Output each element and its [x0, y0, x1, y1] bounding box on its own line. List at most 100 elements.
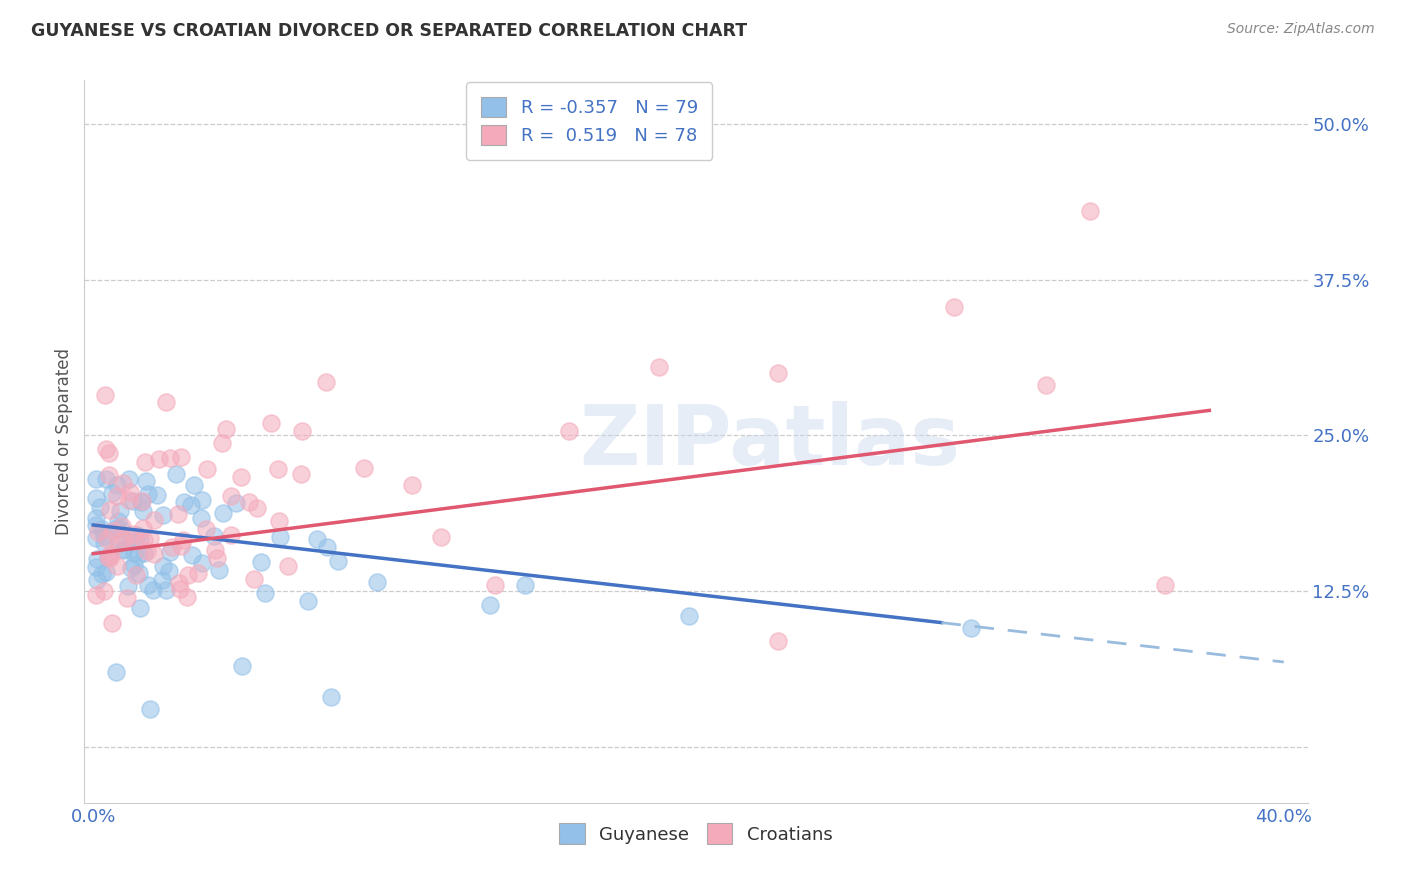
Point	[254, 585, 277, 599]
Point	[117, 591, 139, 606]
Point	[290, 467, 312, 482]
Point	[180, 498, 202, 512]
Point	[100, 547, 122, 561]
Point	[238, 494, 260, 508]
Point	[86, 552, 108, 566]
Point	[136, 486, 159, 500]
Point	[260, 417, 283, 431]
Point	[172, 533, 194, 547]
Point	[353, 461, 375, 475]
Point	[1035, 378, 1057, 392]
Point	[120, 560, 142, 574]
Point	[93, 529, 115, 543]
Point	[1153, 578, 1175, 592]
Point	[84, 511, 107, 525]
Point	[187, 566, 209, 581]
Point	[267, 514, 290, 528]
Text: Source: ZipAtlas.com: Source: ZipAtlas.com	[1227, 22, 1375, 37]
Point	[105, 478, 128, 492]
Point	[105, 665, 128, 679]
Point	[176, 590, 198, 604]
Point	[678, 609, 700, 624]
Point	[101, 485, 124, 500]
Point	[366, 575, 388, 590]
Point	[96, 532, 118, 546]
Point	[401, 478, 423, 492]
Y-axis label: Divorced or Separated: Divorced or Separated	[55, 348, 73, 535]
Point	[84, 472, 107, 486]
Point	[86, 588, 108, 602]
Point	[103, 524, 125, 538]
Point	[125, 528, 148, 542]
Point	[145, 488, 167, 502]
Point	[316, 540, 339, 554]
Point	[124, 533, 146, 548]
Point	[214, 422, 236, 436]
Point	[97, 549, 120, 564]
Point	[107, 514, 129, 528]
Point	[177, 568, 200, 582]
Point	[107, 521, 129, 535]
Point	[513, 578, 536, 592]
Point	[191, 493, 214, 508]
Point	[297, 594, 319, 608]
Point	[142, 512, 165, 526]
Point	[139, 531, 162, 545]
Point	[107, 536, 129, 550]
Point	[269, 530, 291, 544]
Point	[150, 573, 173, 587]
Point	[117, 579, 139, 593]
Point	[315, 375, 337, 389]
Point	[84, 560, 107, 574]
Point	[160, 540, 183, 554]
Point	[128, 566, 150, 580]
Point	[166, 507, 188, 521]
Point	[204, 543, 226, 558]
Point	[97, 446, 120, 460]
Point	[136, 544, 159, 558]
Point	[170, 539, 193, 553]
Point	[1078, 204, 1101, 219]
Point	[249, 555, 271, 569]
Point	[132, 546, 155, 560]
Point	[135, 474, 157, 488]
Point	[246, 501, 269, 516]
Point	[183, 478, 205, 492]
Point	[98, 467, 121, 482]
Point	[134, 454, 156, 468]
Point	[111, 519, 134, 533]
Point	[94, 472, 117, 486]
Point	[942, 300, 965, 314]
Point	[124, 558, 146, 573]
Point	[112, 476, 135, 491]
Point	[478, 599, 501, 613]
Point	[326, 554, 349, 568]
Point	[152, 559, 174, 574]
Point	[132, 533, 155, 548]
Point	[91, 522, 114, 536]
Point	[125, 568, 148, 582]
Point	[132, 504, 155, 518]
Point	[118, 484, 141, 499]
Point	[766, 633, 789, 648]
Point	[142, 583, 165, 598]
Point	[148, 451, 170, 466]
Point	[112, 532, 135, 546]
Point	[152, 508, 174, 523]
Point	[211, 436, 233, 450]
Point	[118, 493, 141, 508]
Text: ZIPatlas: ZIPatlas	[579, 401, 960, 482]
Point	[212, 506, 235, 520]
Point	[98, 503, 121, 517]
Point	[127, 548, 149, 562]
Point	[173, 495, 195, 509]
Point	[202, 529, 225, 543]
Point	[321, 690, 343, 704]
Point	[169, 582, 191, 597]
Point	[121, 535, 143, 549]
Point	[190, 510, 212, 524]
Point	[105, 559, 128, 574]
Point	[208, 563, 231, 577]
Point	[131, 494, 153, 508]
Point	[118, 472, 141, 486]
